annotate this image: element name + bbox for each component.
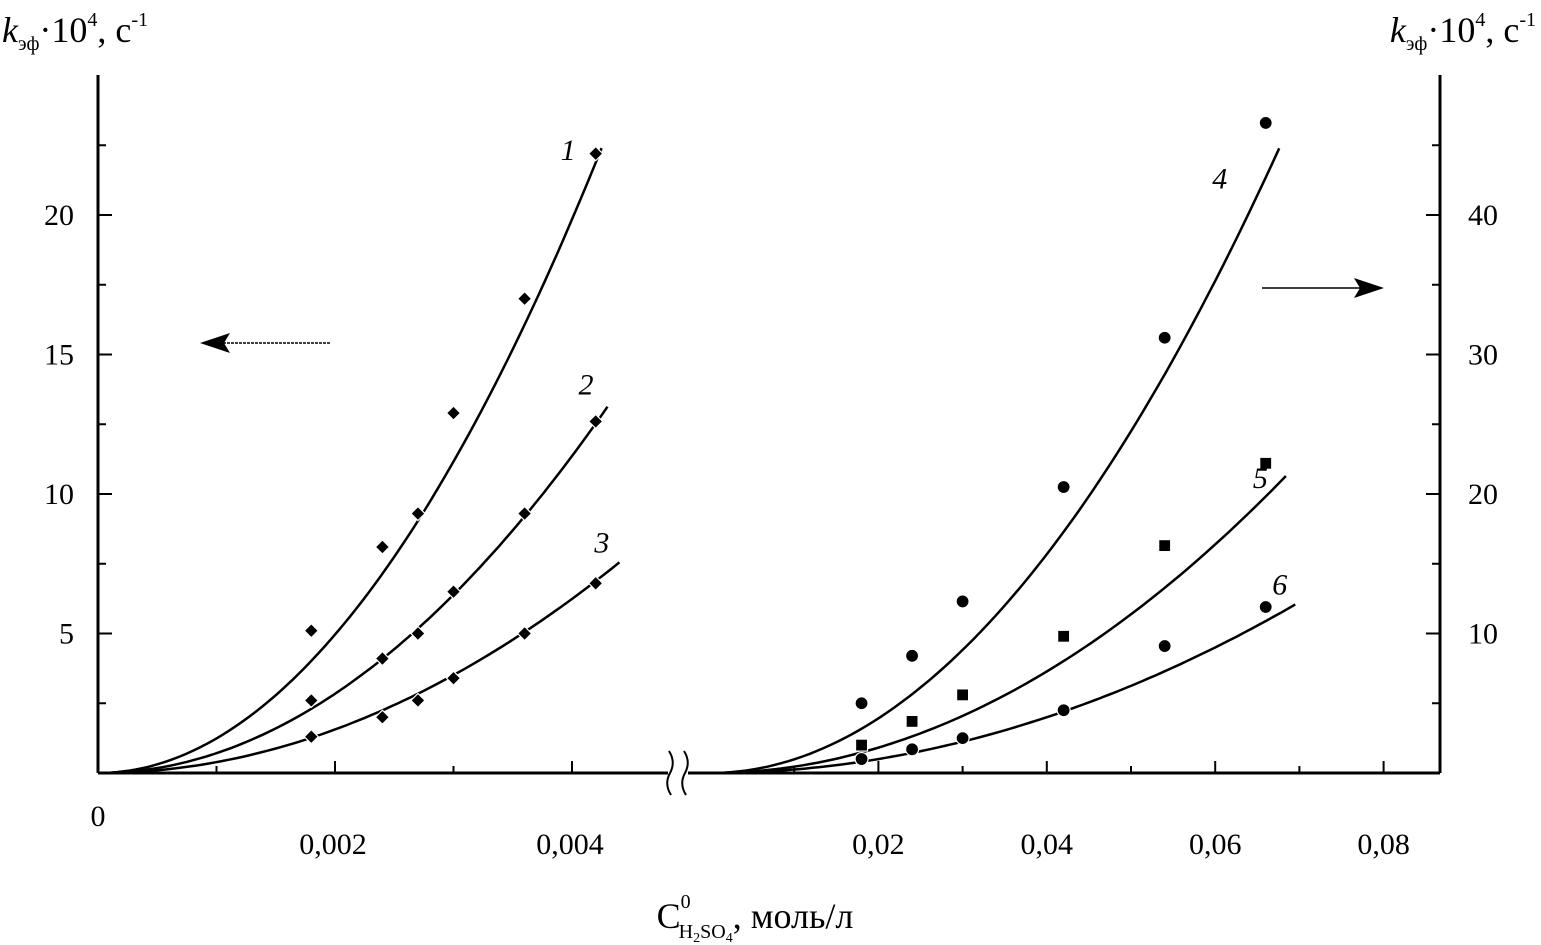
right-y-tick-label: 30 [1468,339,1498,372]
marker-series-3 [374,709,391,726]
marker-series-6 [904,742,920,757]
marker-series-2 [516,505,533,522]
x-axis-title: С0 H2SO4, моль/л [657,891,854,945]
marker-series-5 [1259,456,1273,470]
fit-curve-4 [709,147,1281,775]
curve-label-3: 3 [593,526,609,559]
curve-label-6: 6 [1272,569,1287,602]
marker-series-5 [1057,629,1071,643]
marker-series-3 [445,670,462,686]
left-y-tick-label: 20 [44,199,74,232]
curve-label-4: 4 [1212,162,1227,195]
right-arrow [1262,278,1384,298]
marker-series-4 [904,648,920,663]
left-y-axis-title-unit-sup: -1 [131,9,148,31]
right-x-tick-label: 0,06 [1189,828,1242,861]
curve-label-1: 1 [561,134,576,167]
marker-series-2 [303,692,320,709]
right-y-axis-title-unit-sup: -1 [1519,9,1536,31]
marker-series-6 [955,731,970,746]
right-x-tick-label: 0,02 [852,828,905,861]
curve-label-5: 5 [1253,462,1268,495]
fit-curve-5 [710,475,1287,775]
right-arrow-head [1354,278,1384,298]
marker-series-4 [1157,330,1172,345]
marker-series-5 [955,688,970,702]
marker-series-1 [516,290,533,307]
fit-curve-1 [97,147,603,775]
left-y-tick-label: 10 [44,478,74,511]
right-y-axis-title: kэф·104, с-1 [1390,9,1536,55]
left-y-axis-title-sub: эф [18,33,39,55]
x-axis-title-sub4: 4 [726,931,733,945]
marker-series-5 [905,714,919,728]
marker-series-4 [955,594,970,609]
right-y-axis-title-symbol: k [1390,10,1407,50]
marker-series-6 [1157,638,1172,654]
marker-series-2 [445,583,462,600]
left-y-tick-label: 5 [59,618,74,651]
right-y-axis-title-sub: эф [1406,33,1427,55]
marker-series-3 [587,575,604,592]
curve-labels: 1 2 3 4 5 6 [561,134,1288,601]
marker-series-5 [854,738,869,752]
marker-series-4 [854,696,869,711]
marker-series-6 [1258,599,1273,615]
left-arrow-head [200,333,230,353]
marker-series-1 [374,539,391,555]
marker-series-3 [303,728,320,745]
marker-series-2 [410,625,426,642]
left-y-axis-title-sup: 4 [87,9,97,31]
right-x-tick-label: 0,04 [1021,828,1074,861]
marker-series-6 [854,751,869,767]
marker-series-4 [1258,115,1273,131]
left-y-axis-title-unit: , с [97,10,131,50]
right-y-axis-title-unit: , с [1485,10,1519,50]
marker-series-5 [1158,539,1172,553]
x-axis-title-sub3: SO [700,921,726,943]
right-y-tick-label: 20 [1468,478,1498,511]
marker-series-1 [445,405,462,421]
fit-curve-3 [98,561,621,775]
left-y-tick-label: 15 [44,339,74,372]
marker-series-2 [374,650,391,667]
origin-label: 0 [91,800,106,833]
right-y-axis-title-mult: ·10 [1427,10,1475,50]
left-y-axis-title-symbol: k [2,10,19,50]
marker-series-1 [587,145,604,162]
right-y-tick-label: 10 [1468,618,1498,651]
axis-break [666,750,689,796]
data-markers [303,115,1273,767]
left-x-tick-label: 0,004 [536,828,604,861]
fit-curve-2 [97,405,609,775]
left-arrow [200,333,330,353]
x-axis-title-main: С [657,896,681,936]
right-y-axis-title-sup: 4 [1475,9,1485,31]
marker-series-4 [1056,479,1071,495]
marker-series-2 [587,413,604,430]
x-axis-title-unit: , моль/л [733,896,854,936]
marker-series-6 [1056,703,1071,718]
marker-series-1 [303,622,320,639]
right-y-tick-label: 40 [1468,199,1498,232]
fit-curve-6 [710,603,1296,775]
right-x-tick-label: 0,08 [1357,828,1410,861]
marker-series-3 [410,692,426,709]
left-y-axis-title: kэф·104, с-1 [2,9,148,55]
marker-series-3 [516,625,533,642]
left-x-tick-label: 0,002 [299,828,367,861]
curve-label-2: 2 [579,369,594,402]
left-y-axis-title-mult: ·10 [39,10,87,50]
x-axis-title-sub: H [679,921,693,943]
x-axis-title-sup: 0 [681,891,691,913]
marker-series-1 [410,505,426,522]
fit-curves [97,147,1296,775]
x-axis-title-sub2: 2 [693,931,700,945]
